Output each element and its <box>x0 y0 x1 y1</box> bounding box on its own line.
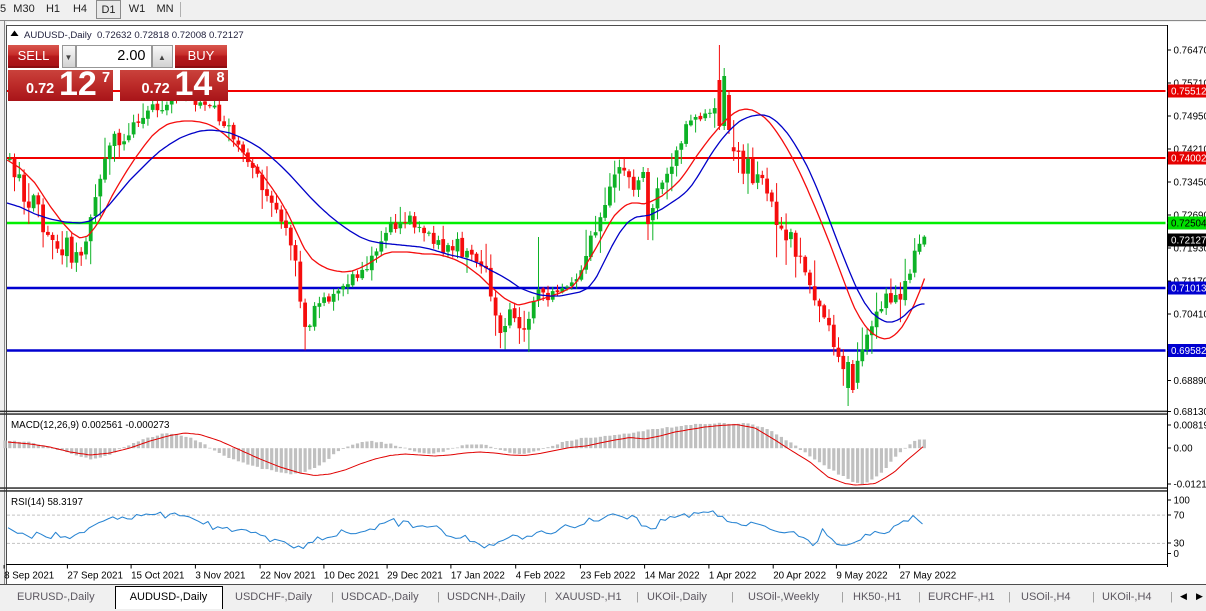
svg-text:0.008197: 0.008197 <box>1174 421 1206 432</box>
svg-text:0.72127: 0.72127 <box>1171 236 1206 247</box>
svg-text:0.72504: 0.72504 <box>1171 219 1206 230</box>
svg-text:RSI(14) 58.3197: RSI(14) 58.3197 <box>11 497 83 508</box>
svg-text:3 Nov 2021: 3 Nov 2021 <box>195 571 245 582</box>
svg-text:29 Dec 2021: 29 Dec 2021 <box>387 571 443 582</box>
svg-text:MACD(12,26,9) 0.002561 -0.0002: MACD(12,26,9) 0.002561 -0.000273 <box>11 420 170 431</box>
svg-text:0.75512: 0.75512 <box>1171 87 1206 98</box>
svg-text:10 Dec 2021: 10 Dec 2021 <box>324 571 380 582</box>
svg-text:0.70410: 0.70410 <box>1174 310 1206 321</box>
svg-text:23 Feb 2022: 23 Feb 2022 <box>580 571 635 582</box>
svg-text:0.74002: 0.74002 <box>1171 154 1206 165</box>
svg-text:4 Feb 2022: 4 Feb 2022 <box>516 571 566 582</box>
svg-text:0.68890: 0.68890 <box>1174 376 1206 387</box>
svg-text:14 Mar 2022: 14 Mar 2022 <box>645 571 700 582</box>
svg-text:1 Apr 2022: 1 Apr 2022 <box>709 571 756 582</box>
svg-text:0.73450: 0.73450 <box>1174 178 1206 189</box>
svg-text:0.68130: 0.68130 <box>1174 407 1206 418</box>
svg-text:22 Nov 2021: 22 Nov 2021 <box>260 571 316 582</box>
svg-text:100: 100 <box>1174 496 1191 507</box>
svg-text:0.69582: 0.69582 <box>1171 346 1206 357</box>
svg-text:70: 70 <box>1174 511 1185 522</box>
svg-text:0.74210: 0.74210 <box>1174 145 1206 156</box>
svg-text:20 Apr 2022: 20 Apr 2022 <box>773 571 826 582</box>
svg-text:0.75710: 0.75710 <box>1174 79 1206 90</box>
svg-text:0.76470: 0.76470 <box>1174 46 1206 57</box>
svg-text:27 Sep 2021: 27 Sep 2021 <box>67 571 123 582</box>
svg-text:-0.01212: -0.01212 <box>1174 480 1206 491</box>
svg-text:0.71013: 0.71013 <box>1171 284 1206 295</box>
svg-text:AUDUSD-,Daily 0.72632 0.72818: AUDUSD-,Daily 0.72632 0.72818 0.72008 0.… <box>24 30 244 41</box>
svg-text:0.72690: 0.72690 <box>1174 211 1206 222</box>
svg-text:27 May 2022: 27 May 2022 <box>900 571 957 582</box>
svg-text:0.74950: 0.74950 <box>1174 112 1206 123</box>
svg-text:0.71930: 0.71930 <box>1174 244 1206 255</box>
svg-text:0.00: 0.00 <box>1174 444 1194 455</box>
svg-text:17 Jan 2022: 17 Jan 2022 <box>451 571 505 582</box>
svg-text:0: 0 <box>1174 549 1180 560</box>
svg-text:8 Sep 2021: 8 Sep 2021 <box>4 571 54 582</box>
svg-text:9 May 2022: 9 May 2022 <box>836 571 887 582</box>
svg-text:30: 30 <box>1174 539 1185 550</box>
svg-text:15 Oct 2021: 15 Oct 2021 <box>131 571 184 582</box>
